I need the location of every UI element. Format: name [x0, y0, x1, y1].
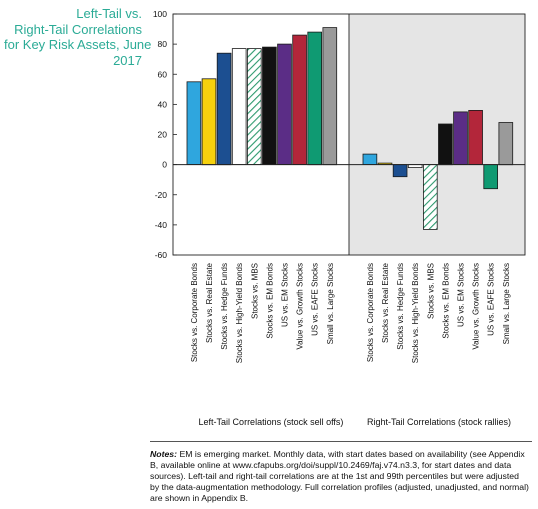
- left-bar-value-vs-growth-stocks: [292, 34, 307, 165]
- left-category-label-stocks-vs-hedge-funds: Stocks vs. Hedge Funds: [220, 263, 229, 350]
- right-bar-stocks-vs-hedge-funds: [392, 164, 408, 178]
- y-tick-label: -60: [155, 250, 168, 260]
- notes-label: Notes:: [150, 449, 178, 459]
- left-category-label-stocks-vs-em-bonds: Stocks vs. EM Bonds: [265, 263, 274, 339]
- left-bar-small-vs-large-stocks: [322, 27, 338, 166]
- right-category-label-stocks-vs-em-bonds: Stocks vs. EM Bonds: [441, 263, 450, 339]
- left-category-label-stocks-vs-high-yield-bonds: Stocks vs. High-Yield Bonds: [235, 263, 244, 363]
- right-bar-value-vs-growth-stocks: [468, 110, 483, 166]
- left-bar-stocks-vs-corporate-bonds: [186, 81, 202, 166]
- left-bar-us-vs-eafe-stocks: [307, 31, 322, 166]
- left-bar-stocks-vs-hedge-funds: [216, 52, 232, 166]
- notes-divider: [150, 441, 532, 442]
- left-category-label-us-vs-eafe-stocks: US vs. EAFE Stocks: [311, 263, 320, 336]
- left-bar-stocks-vs-high-yield-bonds: [231, 48, 247, 165]
- left-category-label-stocks-vs-real-estate: Stocks vs. Real Estate: [205, 262, 214, 343]
- right-category-label-us-vs-eafe-stocks: US vs. EAFE Stocks: [487, 263, 496, 336]
- notes-text: EM is emerging market. Monthly data, wit…: [150, 449, 529, 503]
- left-bar-stocks-vs-mbs: [246, 48, 262, 165]
- chart-title: Left-Tail vs. Right-Tail Correlations fo…: [4, 6, 152, 68]
- right-category-label-stocks-vs-corporate-bonds: Stocks vs. Corporate Bonds: [366, 263, 375, 362]
- y-tick-label: 60: [158, 69, 168, 79]
- right-category-label-stocks-vs-hedge-funds: Stocks vs. Hedge Funds: [396, 263, 405, 350]
- title-line-3: for Key Risk Assets, June: [4, 37, 152, 52]
- right-bar-stocks-vs-mbs: [422, 164, 438, 230]
- left-bar-stocks-vs-real-estate: [201, 78, 217, 166]
- right-bar-stocks-vs-corporate-bonds: [362, 153, 378, 166]
- right-category-label-small-vs-large-stocks: Small vs. Large Stocks: [502, 263, 511, 344]
- left-bar-us-vs-em-stocks: [277, 43, 292, 165]
- y-tick-label: 0: [162, 160, 167, 170]
- left-category-label-stocks-vs-corporate-bonds: Stocks vs. Corporate Bonds: [190, 263, 199, 362]
- right-bar-us-vs-em-stocks: [453, 111, 468, 166]
- y-tick-label: -20: [155, 190, 168, 200]
- left-category-label-stocks-vs-mbs: Stocks vs. MBS: [250, 263, 259, 319]
- title-line-4: 2017: [113, 52, 142, 68]
- right-category-label-stocks-vs-real-estate: Stocks vs. Real Estate: [381, 262, 390, 343]
- right-category-label-value-vs-growth-stocks: Value vs. Growth Stocks: [472, 263, 481, 350]
- right-category-label-stocks-vs-high-yield-bonds: Stocks vs. High-Yield Bonds: [411, 263, 420, 363]
- right-bar-small-vs-large-stocks: [498, 122, 514, 166]
- y-tick-label: 20: [158, 130, 168, 140]
- right-bar-us-vs-eafe-stocks: [483, 164, 498, 190]
- right-category-label-stocks-vs-mbs: Stocks vs. MBS: [426, 263, 435, 319]
- left-panel-label: Left-Tail Correlations (stock sell offs): [199, 417, 344, 427]
- correlation-bar-chart: -60 -40 -20 0 20 40 60 80 100 Stocks vs. Corpora…: [153, 9, 526, 427]
- title-line-2: Right-Tail Correlations: [14, 21, 142, 37]
- notes: Notes: EM is emerging market. Monthly da…: [150, 449, 530, 504]
- right-panel-label: Right-Tail Correlations (stock rallies): [367, 417, 511, 427]
- y-tick-label: -40: [155, 220, 168, 230]
- title-line-1: Left-Tail vs.: [76, 6, 142, 21]
- right-bar-stocks-vs-em-bonds: [438, 123, 453, 166]
- y-tick-label: 40: [158, 99, 168, 109]
- right-category-label-us-vs-em-stocks: US vs. EM Stocks: [457, 263, 466, 327]
- y-tick-label: 100: [153, 9, 167, 19]
- left-bar-stocks-vs-em-bonds: [262, 46, 277, 165]
- left-category-label-value-vs-growth-stocks: Value vs. Growth Stocks: [296, 263, 305, 350]
- y-tick-label: 80: [158, 39, 168, 49]
- left-category-label-us-vs-em-stocks: US vs. EM Stocks: [281, 263, 290, 327]
- left-category-label-small-vs-large-stocks: Small vs. Large Stocks: [326, 263, 335, 344]
